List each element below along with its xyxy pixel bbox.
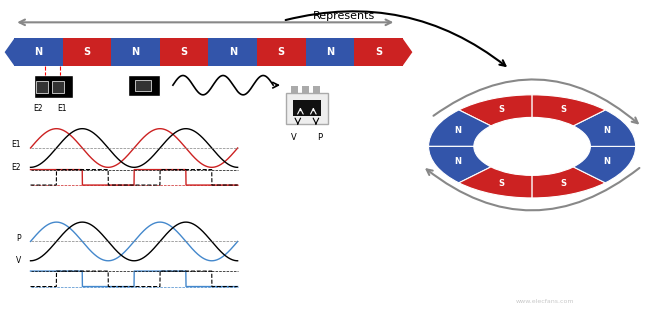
Text: S: S: [278, 47, 285, 57]
Wedge shape: [532, 95, 605, 126]
Bar: [291, 86, 298, 93]
Text: E2: E2: [11, 163, 21, 172]
Text: P: P: [16, 234, 21, 243]
Text: S: S: [181, 47, 188, 57]
Text: N: N: [326, 47, 334, 57]
FancyBboxPatch shape: [63, 38, 111, 66]
Text: N: N: [131, 47, 140, 57]
Text: S: S: [560, 105, 566, 114]
Text: V: V: [291, 133, 297, 142]
Text: S: S: [375, 47, 382, 57]
Text: N: N: [34, 47, 43, 57]
Text: N: N: [454, 126, 461, 136]
Text: V: V: [16, 256, 21, 265]
FancyBboxPatch shape: [257, 38, 306, 66]
Text: E2: E2: [33, 104, 42, 113]
FancyBboxPatch shape: [36, 81, 48, 93]
FancyBboxPatch shape: [209, 38, 257, 66]
Wedge shape: [459, 95, 532, 126]
Polygon shape: [5, 38, 14, 66]
FancyBboxPatch shape: [52, 81, 64, 93]
Text: N: N: [229, 47, 237, 57]
Text: S: S: [84, 47, 91, 57]
Wedge shape: [428, 146, 491, 183]
Text: N: N: [603, 126, 610, 136]
Text: N: N: [603, 157, 610, 166]
Wedge shape: [573, 146, 636, 183]
FancyBboxPatch shape: [127, 75, 160, 97]
Text: N: N: [454, 157, 461, 166]
Text: E1: E1: [57, 104, 67, 113]
FancyBboxPatch shape: [111, 38, 160, 66]
FancyBboxPatch shape: [354, 38, 402, 66]
Bar: [302, 86, 309, 93]
Bar: [292, 100, 321, 116]
Text: P: P: [317, 133, 322, 142]
Polygon shape: [402, 38, 412, 66]
FancyBboxPatch shape: [135, 80, 151, 91]
Wedge shape: [532, 167, 605, 198]
Wedge shape: [459, 167, 532, 198]
Text: S: S: [560, 179, 566, 188]
Wedge shape: [573, 110, 636, 146]
Text: www.elecfans.com: www.elecfans.com: [516, 299, 575, 304]
FancyBboxPatch shape: [14, 38, 63, 66]
Text: E1: E1: [11, 140, 21, 149]
Text: S: S: [498, 179, 504, 188]
FancyBboxPatch shape: [306, 38, 354, 66]
FancyBboxPatch shape: [160, 38, 209, 66]
Text: Represents: Represents: [313, 11, 376, 21]
Wedge shape: [428, 110, 491, 146]
Bar: [313, 86, 320, 93]
FancyBboxPatch shape: [34, 75, 73, 98]
FancyBboxPatch shape: [286, 93, 328, 124]
Text: S: S: [498, 105, 504, 114]
